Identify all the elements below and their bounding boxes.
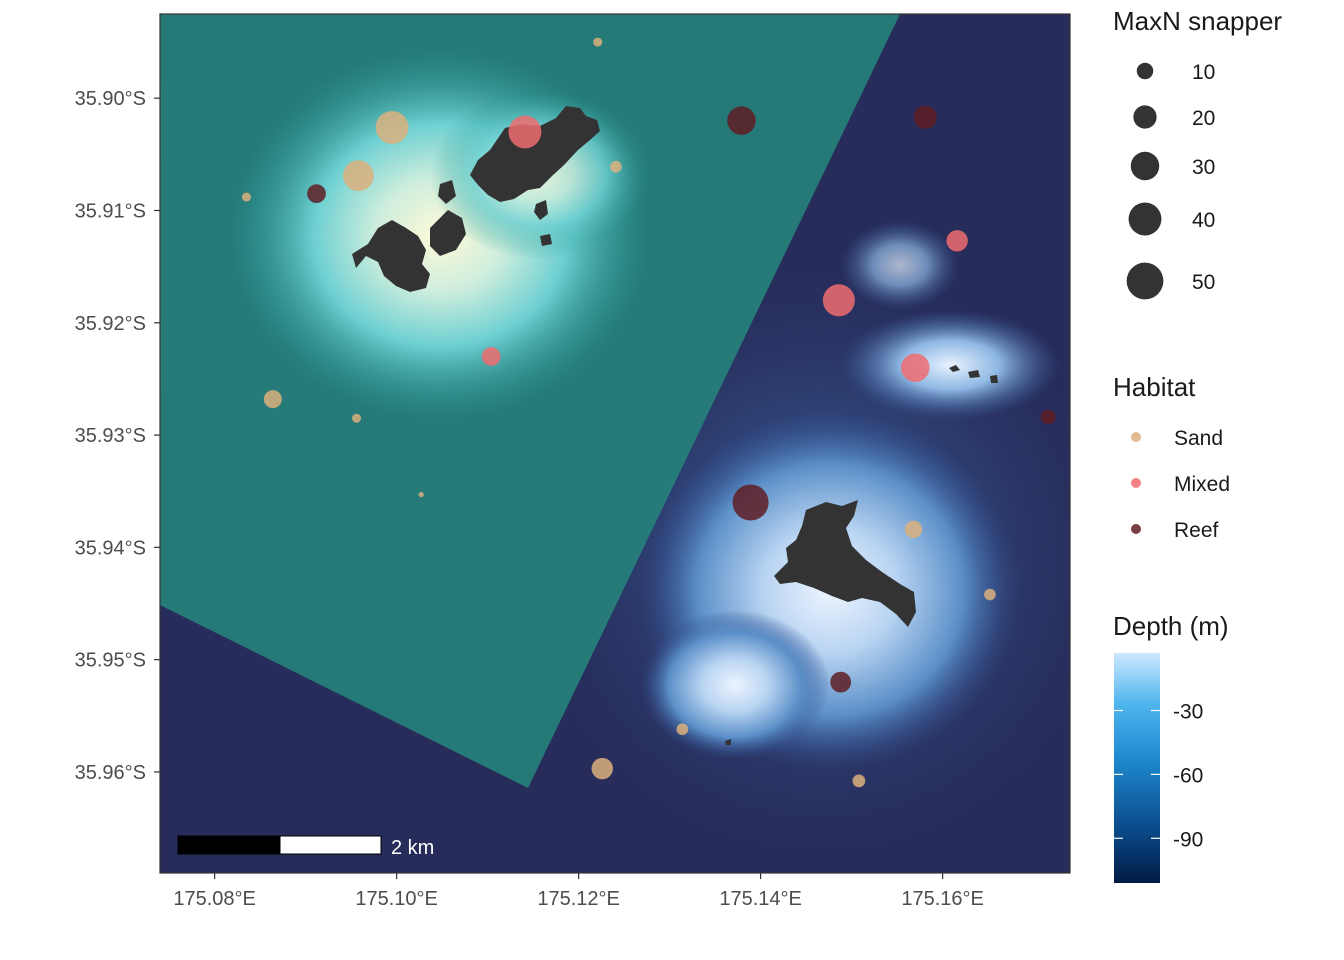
legend-habitat-swatch-sand <box>1131 432 1141 442</box>
x-axis-tick-label: 175.08°E <box>173 888 256 910</box>
survey-point-sand <box>591 757 613 780</box>
legend-habitat-label: Sand <box>1174 427 1223 450</box>
depth-colorbar-ticks: -30 -60 -90 <box>1114 701 1203 851</box>
depth-tick-label: -30 <box>1173 701 1203 724</box>
map-panel: 2 km <box>160 14 1070 873</box>
survey-point-sand <box>375 110 409 144</box>
legend-size-swatch <box>1126 262 1164 300</box>
legend-size-title: MaxN snapper <box>1113 6 1282 36</box>
legend-habitat-swatch-mixed <box>1131 478 1141 488</box>
survey-point-sand <box>418 491 424 498</box>
x-axis-tick-label: 175.14°E <box>719 888 802 910</box>
depth-colorbar <box>1114 653 1160 883</box>
islet-east-3 <box>990 375 998 383</box>
y-axis-tick-label: 35.96°S <box>75 762 146 784</box>
survey-point-sand <box>593 37 603 47</box>
legend-size-swatch <box>1136 62 1154 80</box>
scale-bar-label: 2 km <box>391 837 434 859</box>
legend-size-items: 10 20 30 40 50 <box>1126 61 1215 300</box>
legend-size-label: 30 <box>1192 156 1215 179</box>
legend-size-swatch <box>1128 202 1162 236</box>
survey-point-sand <box>610 160 622 173</box>
island-north-west <box>352 220 430 292</box>
survey-point-sand <box>241 192 251 202</box>
survey-point-mixed <box>946 230 968 252</box>
islet-east-2 <box>968 370 980 378</box>
y-axis-tick-label: 35.93°S <box>75 425 146 447</box>
island-north-small-2 <box>534 200 548 220</box>
survey-points <box>241 37 1056 788</box>
survey-point-sand <box>984 588 996 601</box>
panel-border <box>159 13 1071 874</box>
legend-habitat-label: Mixed <box>1174 473 1230 496</box>
legend-size-label: 40 <box>1192 209 1215 232</box>
island-north-small-3 <box>540 234 552 246</box>
survey-point-sand <box>904 520 923 539</box>
y-axis-tick-label: 35.95°S <box>75 650 146 672</box>
y-axis-tick-label: 35.91°S <box>75 201 146 223</box>
y-axis-tick-label: 35.92°S <box>75 313 146 335</box>
y-axis-tick-label: 35.90°S <box>75 88 146 110</box>
islet-southwest <box>725 739 731 745</box>
shallow-bathymetry-east <box>840 310 1060 420</box>
survey-point-reef <box>913 105 937 129</box>
shallow-bathymetry-southwest <box>640 610 830 760</box>
survey-point-mixed <box>901 353 930 382</box>
survey-point-reef <box>830 671 852 693</box>
islet-east-1 <box>949 365 960 372</box>
legend-size-swatch <box>1130 151 1160 181</box>
scale-bar-white <box>279 835 382 855</box>
legend-habitat-items: Sand Mixed Reef <box>1131 427 1230 542</box>
survey-point-sand <box>676 723 689 736</box>
shallow-bathymetry-northeast <box>840 220 960 310</box>
legend-size: MaxN snapper 10 20 30 40 50 <box>1113 6 1282 300</box>
island-north-small-1 <box>438 180 456 204</box>
survey-point-sand <box>852 774 866 788</box>
x-axis-tick-label: 175.12°E <box>537 888 620 910</box>
legend-habitat-swatch-reef <box>1131 524 1141 534</box>
legend-habitat-label: Reef <box>1174 519 1219 542</box>
legend-depth: Depth (m) -30 -60 -90 <box>1113 611 1229 883</box>
survey-point-sand <box>263 390 282 409</box>
survey-point-reef <box>732 484 769 521</box>
survey-point-mixed <box>508 115 542 149</box>
land <box>352 106 998 745</box>
legend-size-swatch <box>1133 105 1157 129</box>
depth-tick-label: -60 <box>1173 764 1203 787</box>
survey-point-mixed <box>481 347 501 366</box>
scale-bar-black <box>177 835 281 855</box>
survey-point-sand <box>342 160 374 192</box>
axes: 175.08°E 175.10°E 175.12°E 175.14°E 175.16°E… <box>75 88 984 910</box>
survey-point-reef <box>727 106 756 135</box>
island-north-middle <box>430 210 466 256</box>
legend-size-label: 10 <box>1192 61 1215 84</box>
legend-size-label: 20 <box>1192 107 1215 130</box>
island-north-east <box>470 106 600 202</box>
x-axis-tick-label: 175.16°E <box>901 888 984 910</box>
survey-point-sand <box>352 413 362 423</box>
x-axis-tick-label: 175.10°E <box>355 888 438 910</box>
legend-size-label: 50 <box>1192 271 1215 294</box>
survey-point-mixed <box>822 284 855 317</box>
island-south <box>774 500 916 627</box>
depth-tick-label: -90 <box>1173 828 1203 851</box>
survey-point-reef <box>307 184 326 204</box>
survey-point-reef <box>1040 409 1056 425</box>
y-axis-tick-label: 35.94°S <box>75 537 146 559</box>
legend-habitat: Habitat Sand Mixed Reef <box>1113 372 1230 542</box>
legend-depth-title: Depth (m) <box>1113 611 1229 641</box>
legend-habitat-title: Habitat <box>1113 372 1196 402</box>
scale-bar: 2 km <box>177 835 434 859</box>
